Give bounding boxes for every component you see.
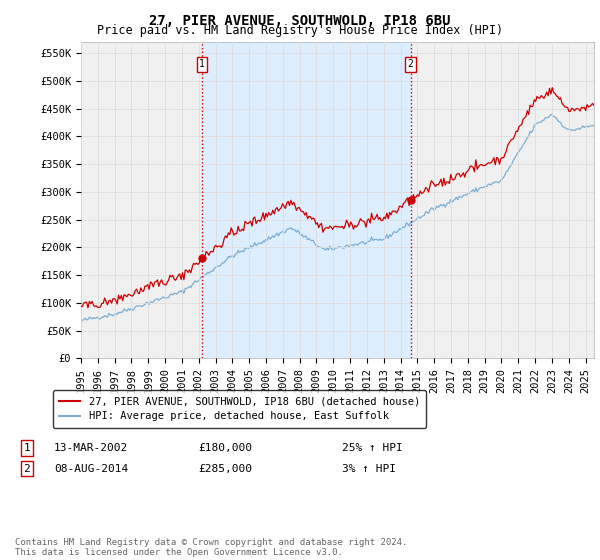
Text: 2: 2 — [408, 59, 413, 69]
Legend: 27, PIER AVENUE, SOUTHWOLD, IP18 6BU (detached house), HPI: Average price, detac: 27, PIER AVENUE, SOUTHWOLD, IP18 6BU (de… — [53, 390, 426, 428]
Text: 08-AUG-2014: 08-AUG-2014 — [54, 464, 128, 474]
Text: 2: 2 — [23, 464, 31, 474]
Text: 13-MAR-2002: 13-MAR-2002 — [54, 443, 128, 453]
Text: 25% ↑ HPI: 25% ↑ HPI — [342, 443, 403, 453]
Text: Price paid vs. HM Land Registry's House Price Index (HPI): Price paid vs. HM Land Registry's House … — [97, 24, 503, 37]
Bar — [202, 42, 410, 358]
Text: 1: 1 — [23, 443, 31, 453]
Text: Contains HM Land Registry data © Crown copyright and database right 2024.
This d: Contains HM Land Registry data © Crown c… — [15, 538, 407, 557]
Text: 1: 1 — [199, 59, 205, 69]
Text: 27, PIER AVENUE, SOUTHWOLD, IP18 6BU: 27, PIER AVENUE, SOUTHWOLD, IP18 6BU — [149, 14, 451, 28]
Text: £285,000: £285,000 — [198, 464, 252, 474]
Text: 3% ↑ HPI: 3% ↑ HPI — [342, 464, 396, 474]
Text: £180,000: £180,000 — [198, 443, 252, 453]
